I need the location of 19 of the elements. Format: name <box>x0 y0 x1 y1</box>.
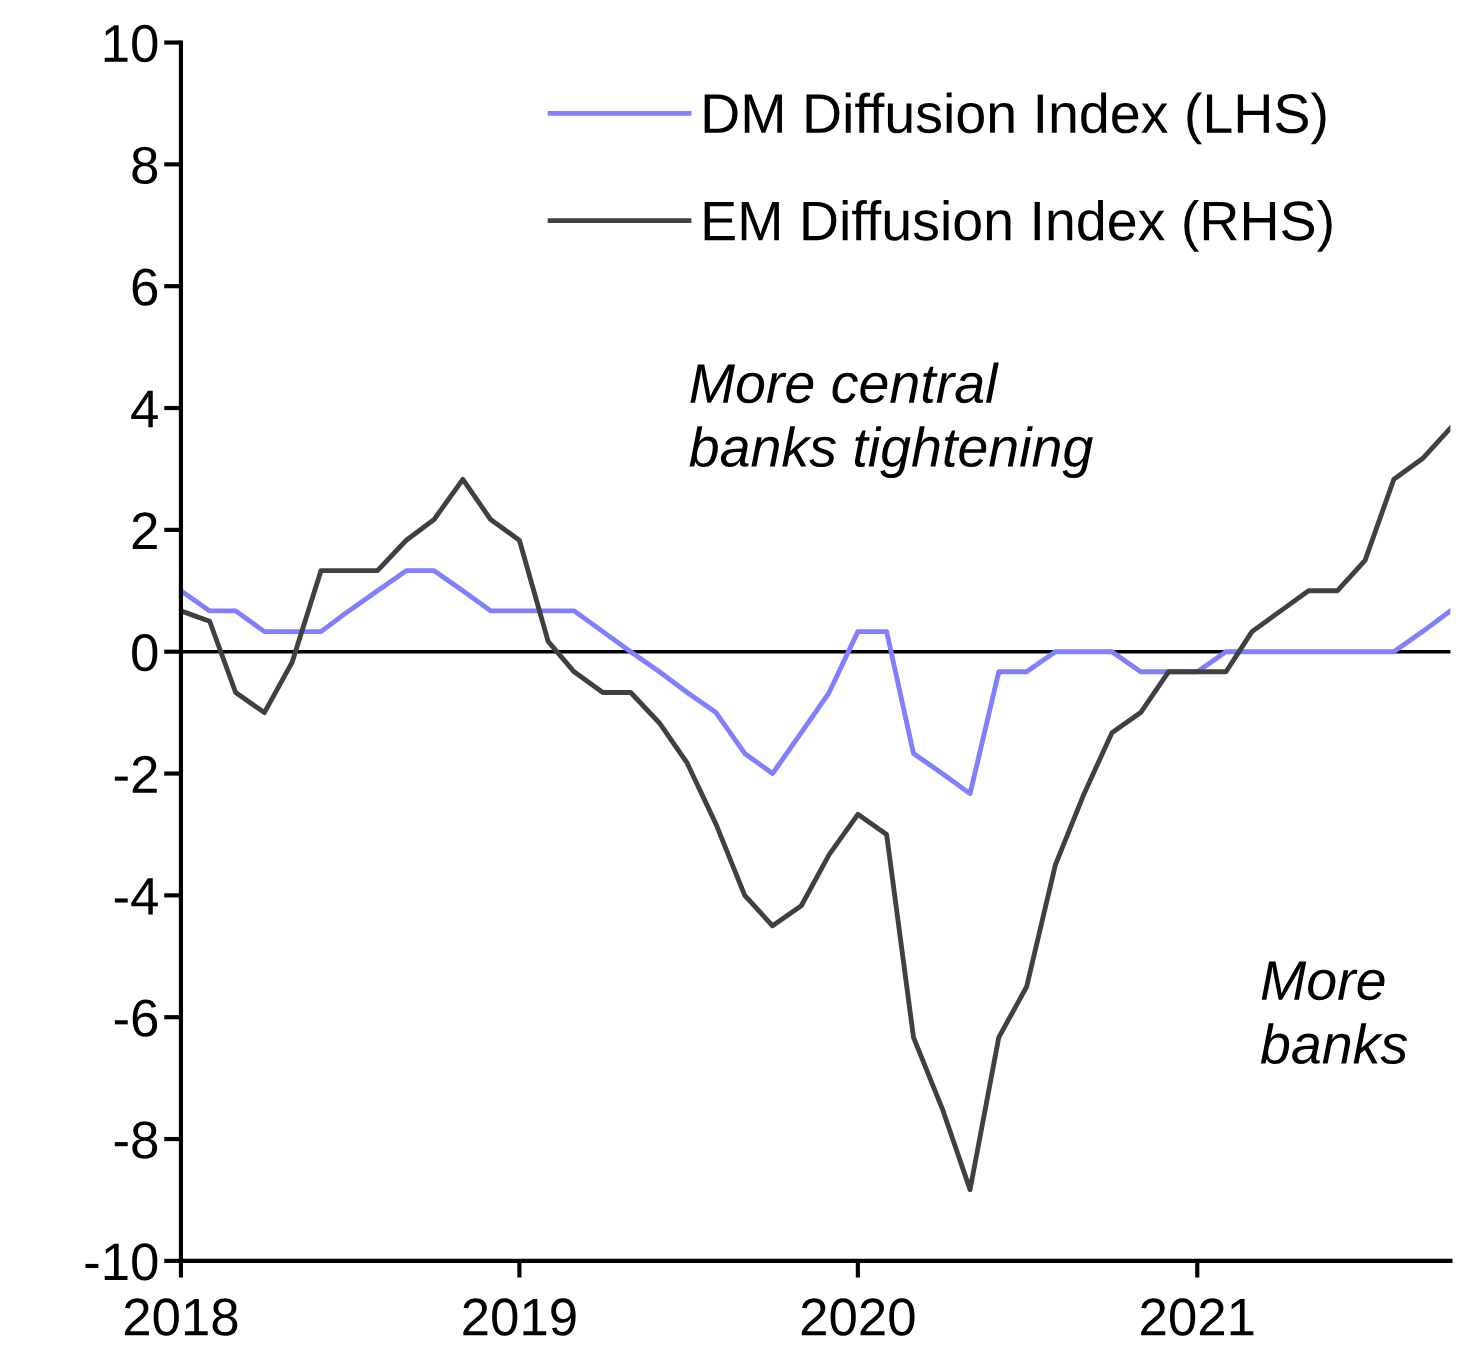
y-tick-label: 8 <box>132 146 158 185</box>
y-tick-label: 10 <box>104 24 158 63</box>
y-tick-label: -4 <box>114 878 158 915</box>
y-tick-label: 2 <box>132 512 157 549</box>
y-tick-label: 6 <box>132 268 158 306</box>
legend-label: DM Diffusion Index (LHS) <box>704 92 1326 145</box>
y-tick-label: 4 <box>131 390 158 428</box>
x-tick-label: 2020 <box>801 1298 915 1336</box>
y-tick-label: -10 <box>85 1243 158 1281</box>
y-tick-label: -6 <box>114 999 158 1037</box>
x-tick-label: 2018 <box>124 1298 238 1336</box>
y-tick-label: 0 <box>132 633 158 672</box>
y-tick-label: -2 <box>114 755 157 793</box>
annotation: More central banks tightening <box>689 362 1093 479</box>
x-tick-label: 2019 <box>463 1298 576 1336</box>
legend-label: EM Diffusion Index (RHS) <box>704 199 1332 252</box>
y-tick-label: -8 <box>114 1121 158 1159</box>
annotation: More banks <box>1260 961 1408 1065</box>
x-tick-label: 2021 <box>1141 1298 1254 1336</box>
